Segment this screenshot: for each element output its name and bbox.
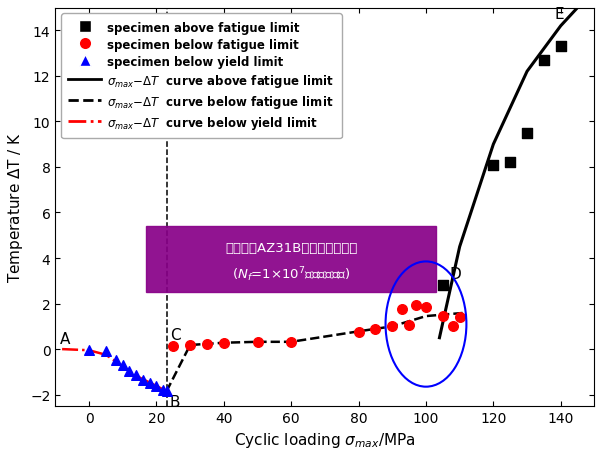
Point [404,322,414,329]
Point [438,313,448,320]
Point [488,162,498,169]
Point [162,388,172,395]
Point [111,357,121,364]
X-axis label: Cyclic loading $\sigma_{max}$/MPa: Cyclic loading $\sigma_{max}$/MPa [234,430,416,450]
Point [152,383,161,390]
Point [438,282,448,289]
Point [388,323,397,330]
FancyBboxPatch shape [146,227,436,293]
Legend: specimen above fatigue limit, specimen below fatigue limit, specimen below yield: specimen above fatigue limit, specimen b… [61,15,341,139]
Text: C: C [170,328,181,343]
Point [539,57,549,65]
Point [421,303,431,311]
Point [371,326,380,333]
Point [131,372,141,379]
Point [522,130,532,137]
Point [185,342,195,349]
Point [398,306,407,313]
Text: D: D [449,266,461,281]
Point [202,341,212,348]
Point [158,386,168,394]
Point [219,339,229,347]
Point [169,343,178,350]
Point [84,347,94,354]
Point [448,323,458,330]
Point [101,348,110,355]
Point [505,159,515,167]
Point [125,367,134,374]
Point [556,44,566,51]
Point [286,339,296,346]
Text: A: A [60,331,71,346]
Point [455,313,464,321]
Y-axis label: Temperature $\Delta$T / K: Temperature $\Delta$T / K [5,132,25,283]
Text: B: B [170,394,181,409]
Text: ($N_f$=1×10$^7$对应疲劳载荷): ($N_f$=1×10$^7$对应疲劳载荷) [232,265,350,283]
Point [253,339,262,346]
Point [354,329,364,336]
Point [138,376,148,384]
Text: 两线交点AZ31B镁合金疲劳极限: 两线交点AZ31B镁合金疲劳极限 [225,241,358,254]
Point [118,362,128,369]
Text: E: E [554,7,563,22]
Point [411,301,421,308]
Point [145,380,154,387]
